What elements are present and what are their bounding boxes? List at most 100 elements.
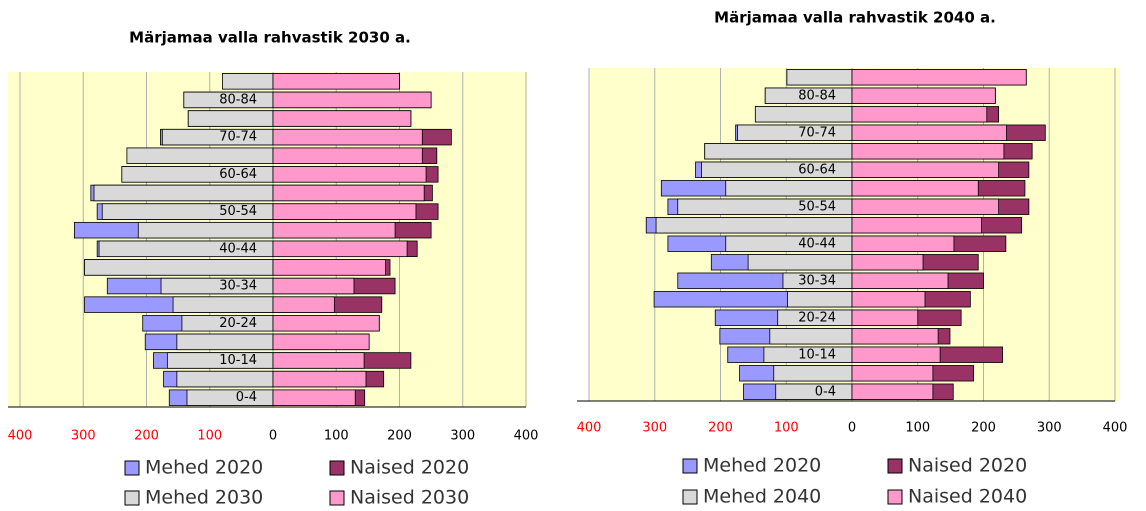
legend-label: Naised 2040 xyxy=(908,486,1027,508)
x-tick-label: 300 xyxy=(1037,421,1062,436)
bar xyxy=(187,110,274,127)
y-category-label: 40-44 xyxy=(219,241,257,256)
legend-label: Mehed 2030 xyxy=(145,487,263,509)
bar xyxy=(272,110,412,127)
legend-swatch xyxy=(682,458,698,474)
legend-label: Naised 2030 xyxy=(350,487,469,509)
bar xyxy=(851,383,934,400)
y-category-label: 50-54 xyxy=(219,204,257,219)
bar xyxy=(704,143,853,160)
bar xyxy=(137,221,274,239)
y-category-label: 0-4 xyxy=(236,390,257,405)
legend-swatch xyxy=(682,489,698,505)
x-tick-label: 100 xyxy=(905,421,930,436)
bar xyxy=(851,291,926,308)
y-category-label: 70-74 xyxy=(219,130,257,145)
bar xyxy=(851,69,1027,86)
x-tick-label: 100 xyxy=(774,421,799,436)
legend-label: Naised 2020 xyxy=(350,457,469,479)
legend-label: Naised 2020 xyxy=(908,455,1027,477)
bar xyxy=(272,166,427,183)
bar xyxy=(272,221,396,239)
bar xyxy=(655,217,853,234)
bar xyxy=(272,73,400,90)
y-category-label: 30-34 xyxy=(219,279,257,294)
legend-label: Mehed 2020 xyxy=(145,457,263,479)
bar xyxy=(851,365,934,382)
y-category-label: 10-14 xyxy=(219,353,257,368)
legend-swatch xyxy=(887,458,903,474)
x-tick-label: 0 xyxy=(269,429,277,444)
bar xyxy=(851,217,982,234)
x-tick-label: 0 xyxy=(848,421,856,436)
bar xyxy=(769,328,853,345)
bar xyxy=(84,259,274,276)
legend-swatch xyxy=(124,460,140,476)
bar xyxy=(754,106,853,123)
bar xyxy=(272,184,425,202)
bar xyxy=(221,73,274,90)
bar xyxy=(272,315,380,332)
y-category-label: 60-64 xyxy=(219,167,257,182)
y-category-label: 0-4 xyxy=(815,384,836,399)
y-category-label: 80-84 xyxy=(219,92,257,107)
bar xyxy=(272,147,423,164)
y-category-label: 20-24 xyxy=(798,310,836,325)
bar xyxy=(773,365,853,382)
bar xyxy=(851,180,979,197)
bar xyxy=(747,254,853,271)
y-category-label: 30-34 xyxy=(798,273,836,288)
x-tick-label: 400 xyxy=(8,429,33,444)
bar xyxy=(787,291,853,308)
x-tick-label: 400 xyxy=(514,429,539,444)
y-category-label: 20-24 xyxy=(219,316,257,331)
y-category-label: 10-14 xyxy=(798,347,836,362)
legend-swatch xyxy=(329,490,345,506)
y-category-label: 60-64 xyxy=(798,162,836,177)
bar xyxy=(176,370,274,388)
y-category-label: 80-84 xyxy=(798,88,836,103)
bar xyxy=(272,240,408,258)
chart-title: Märjamaa valla rahvastik 2040 a. xyxy=(714,9,996,27)
x-tick-label: 300 xyxy=(642,421,667,436)
x-tick-label: 200 xyxy=(971,421,996,436)
bar xyxy=(272,128,423,146)
bar xyxy=(851,254,924,271)
legend-label: Mehed 2020 xyxy=(703,455,821,477)
bar xyxy=(272,91,432,109)
x-tick-label: 200 xyxy=(708,421,733,436)
bar xyxy=(851,87,996,104)
x-tick-label: 200 xyxy=(387,429,412,444)
bar xyxy=(272,389,356,406)
bar xyxy=(851,272,949,289)
bar xyxy=(272,296,335,313)
bar xyxy=(851,143,1005,160)
bar xyxy=(272,203,417,220)
bar xyxy=(851,124,1007,141)
bar xyxy=(126,147,274,164)
bar xyxy=(93,184,274,202)
bar xyxy=(725,180,853,197)
bar xyxy=(272,259,386,276)
x-tick-label: 300 xyxy=(450,429,475,444)
x-tick-label: 100 xyxy=(197,429,222,444)
x-tick-label: 400 xyxy=(577,421,602,436)
bar xyxy=(851,309,919,326)
bar xyxy=(851,328,939,345)
bar xyxy=(851,346,941,363)
bar xyxy=(786,69,853,86)
y-category-label: 50-54 xyxy=(798,199,836,214)
bar xyxy=(272,277,355,295)
bar xyxy=(186,389,274,406)
bar xyxy=(851,161,1000,178)
legend-swatch xyxy=(887,489,903,505)
x-tick-label: 100 xyxy=(324,429,349,444)
x-tick-label: 400 xyxy=(1103,421,1128,436)
x-tick-label: 300 xyxy=(71,429,96,444)
legend-swatch xyxy=(124,490,140,506)
plot-area xyxy=(8,72,527,407)
bar xyxy=(272,352,365,369)
bar xyxy=(176,333,274,351)
legend-label: Mehed 2040 xyxy=(703,486,821,508)
